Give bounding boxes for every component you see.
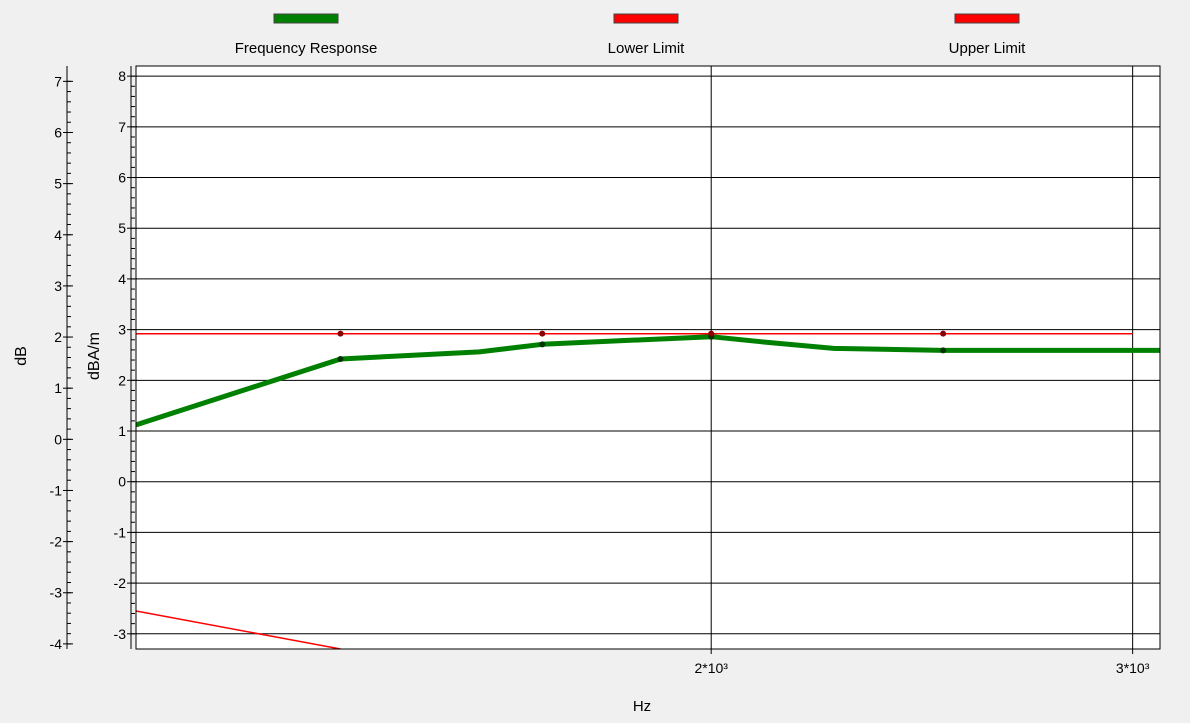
y-tick-label: 8: [118, 68, 126, 84]
y-tick-label: -2: [50, 534, 63, 550]
y-tick-label: 2: [118, 372, 126, 388]
y-tick-label: -1: [114, 524, 127, 540]
x-axis-label: Hz: [633, 698, 651, 715]
data-point: [940, 347, 947, 354]
legend-label: Upper Limit: [949, 40, 1027, 57]
legend-swatch: [954, 13, 1020, 24]
y-tick-label: -4: [50, 636, 63, 652]
y-axis-label-db: dB: [13, 346, 30, 366]
data-point: [539, 341, 546, 348]
legend-swatch: [613, 13, 679, 24]
axes: 2*10³ 3*10³ -4 -3 -2 -1 0 1 2 3 4 5 6 7 -3 -2 -1 0 1 2 3 4 5 6 7…: [50, 66, 1150, 676]
data-point: [539, 330, 546, 337]
y-tick-label: 7: [118, 119, 126, 135]
y-tick-label: 5: [118, 220, 126, 236]
plot-area: [136, 66, 1160, 649]
y-tick-label: -3: [50, 585, 63, 601]
y-tick-label: -2: [114, 575, 127, 591]
series-line: [136, 610, 341, 649]
y-tick-label: -1: [50, 482, 63, 498]
y-tick-label: 3: [54, 278, 62, 294]
y-tick-label: 7: [54, 73, 62, 89]
markers: [337, 330, 947, 363]
data-point: [337, 356, 344, 363]
y-axis-label-dbam: dBA/m: [86, 332, 103, 380]
y-tick-label: 4: [54, 227, 62, 243]
series-line: [136, 334, 1160, 428]
y-tick-label: 1: [118, 423, 126, 439]
y-tick-label: 5: [54, 176, 62, 192]
grid: [136, 66, 1160, 649]
series: [136, 332, 1160, 649]
x-tick-label: 2*10³: [694, 660, 728, 676]
y-tick-label: 1: [54, 380, 62, 396]
y-tick-label: -3: [114, 626, 127, 642]
plot-frame: [135, 65, 1161, 650]
data-point: [708, 330, 715, 337]
y-tick-label: 3: [118, 322, 126, 338]
legend-label: Frequency Response: [235, 40, 378, 57]
legend-label: Lower Limit: [608, 40, 686, 57]
legend-swatch: [273, 13, 339, 24]
y-tick-label: 2: [54, 329, 62, 345]
y-tick-label: 0: [118, 474, 126, 490]
y-tick-label: 6: [54, 124, 62, 140]
y-tick-label: 4: [118, 271, 126, 287]
data-point: [940, 330, 947, 337]
data-point: [337, 330, 344, 337]
x-tick-label: 3*10³: [1116, 660, 1150, 676]
legend: Frequency Response Lower Limit Upper Limit: [235, 13, 1027, 57]
y-tick-label: 6: [118, 170, 126, 186]
y-tick-label: 0: [54, 431, 62, 447]
